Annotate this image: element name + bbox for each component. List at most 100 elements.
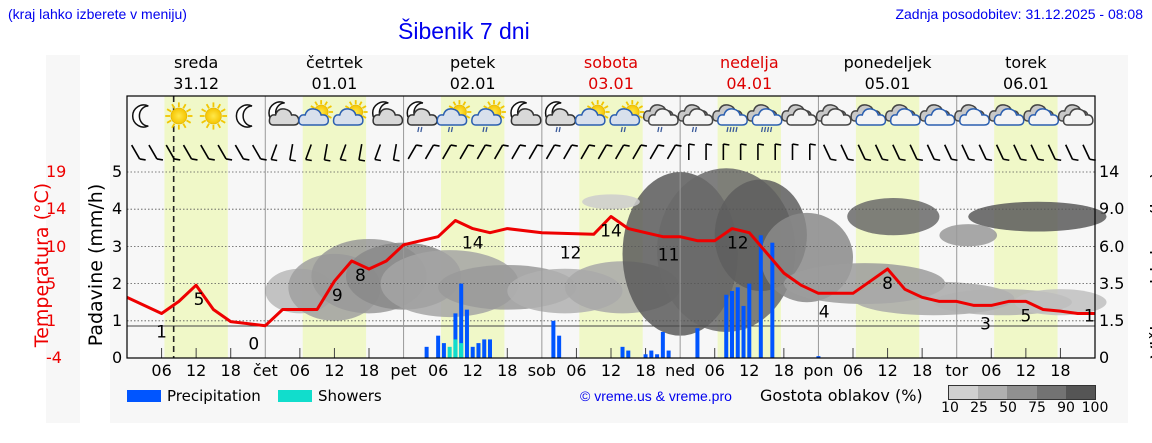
cloud-rain-icon [677, 104, 714, 133]
svg-text:4: 4 [819, 302, 830, 322]
x-tick-label: pon [803, 361, 834, 380]
x-tick-label: 12 [739, 361, 760, 380]
cloud-scale-value: 100 [1081, 400, 1109, 416]
x-tick-label: 18 [358, 361, 380, 380]
temp-tick-label: 10 [46, 237, 67, 256]
precip-tick-label: 5 [112, 162, 123, 181]
x-tick-label: 18 [220, 361, 241, 380]
svg-text:9: 9 [332, 286, 343, 306]
cloud-density-layer [265, 168, 1107, 336]
cloud-icon [988, 104, 1025, 126]
day-date: 01.01 [311, 74, 358, 93]
x-tick-label: čet [252, 361, 278, 380]
day-header: sreda 31.12 [136, 52, 256, 94]
svg-text:14: 14 [462, 234, 484, 254]
day-date: 06.01 [1002, 74, 1049, 93]
cloud-height-tick-label: 0 [1099, 348, 1110, 367]
precipitation-bars [424, 235, 821, 358]
day-name: ponedeljek [843, 53, 932, 72]
sun-cloud-rain-icon [436, 100, 472, 133]
last-update: Zadnja posodobitev: 31.12.2025 - 08:08 [895, 6, 1143, 22]
moon-cloud-icon [371, 101, 404, 126]
temp-tick-label: 1 [46, 311, 57, 330]
precip-tick-label: 4 [112, 199, 123, 218]
cloud-scale-value: 90 [1057, 400, 1075, 416]
cloud-height-tick-label: 1.5 [1099, 311, 1125, 330]
grid-lines [127, 96, 1095, 358]
day-name: sobota [583, 53, 639, 72]
moon-icon [131, 104, 149, 128]
cloud-rain-heavy-icon [746, 104, 783, 133]
precip-tick-label: 3 [112, 237, 123, 256]
day-header: nedelja 04.01 [689, 52, 809, 94]
cloud-scale-value: 25 [970, 400, 988, 416]
svg-text:8: 8 [355, 266, 366, 286]
svg-text:3: 3 [980, 314, 991, 334]
day-date: 02.01 [449, 74, 496, 93]
day-header: petek 02.01 [413, 52, 533, 94]
precip-tick-label: 0 [112, 348, 123, 367]
sun-cloud-icon [298, 100, 334, 126]
moon-cloud-rain-icon [544, 101, 577, 133]
sun-cloud-icon [574, 100, 610, 126]
x-tick-label: ned [665, 361, 696, 380]
moon-icon [235, 104, 253, 128]
x-tick-label: 06 [151, 361, 172, 380]
precipitation-legend-label: Precipitation [167, 387, 261, 405]
day-date: 31.12 [173, 74, 220, 93]
cloud-height-tick-label: 3.5 [1099, 274, 1125, 293]
page-title: Šibenik 7 dni [398, 18, 530, 44]
temp-tick-label: -4 [46, 348, 62, 367]
sun-icon [199, 102, 228, 130]
day-date: 04.01 [726, 74, 773, 93]
cloud-scale-value: 75 [1028, 400, 1046, 416]
cloud-icon [850, 104, 887, 126]
sun-icon [165, 102, 193, 130]
cloud-scale-value: 10 [941, 400, 959, 416]
x-tick-label: 12 [462, 361, 483, 380]
weather-icons-row [131, 100, 1094, 133]
day-header: torek 06.01 [966, 52, 1086, 94]
cloud-rain-icon [642, 104, 679, 133]
cloud-icon [1057, 104, 1094, 126]
cloud-height-tick-label: 9.0 [1099, 199, 1125, 218]
x-tick-label: 18 [497, 361, 518, 380]
precip-tick-label: 1 [112, 311, 123, 330]
precipitation-swatch [127, 390, 161, 402]
day-header: četrtek 01.01 [274, 52, 394, 94]
x-tick-label: 12 [600, 361, 622, 380]
sun-cloud-rain-icon [471, 100, 506, 133]
x-tick-label: 06 [842, 361, 864, 380]
x-tick-label: 06 [704, 361, 725, 380]
x-tick-label: 12 [877, 361, 898, 380]
x-tick-label: 06 [981, 361, 1002, 380]
showers-swatch [278, 390, 312, 402]
showers-legend-label: Showers [318, 387, 382, 405]
cloud-icon [1023, 104, 1060, 126]
x-tick-label: 18 [635, 361, 656, 380]
moon-cloud-icon [510, 101, 542, 126]
cloud-icon [781, 104, 818, 126]
svg-text:5: 5 [1020, 306, 1031, 326]
x-tick-label: sob [527, 361, 556, 380]
day-name: nedelja [719, 53, 779, 72]
x-tick-label: 12 [185, 361, 207, 380]
day-header: ponedeljek 05.01 [828, 52, 948, 94]
cloud-icon [954, 104, 990, 126]
day-name: sreda [173, 53, 219, 72]
svg-text:8: 8 [882, 274, 893, 294]
cloud-rain-heavy-icon [712, 104, 748, 133]
temp-tick-label: 14 [46, 199, 67, 218]
moon-cloud-rain-icon [406, 101, 438, 133]
cloud-scale-value: 50 [999, 400, 1017, 416]
temp-axis-panel [46, 55, 80, 423]
x-tick-label: 18 [773, 361, 795, 380]
moon-cloud-icon [268, 101, 300, 126]
svg-text:0: 0 [248, 335, 259, 355]
location-hint[interactable]: (kraj lahko izberete v meniju) [8, 6, 187, 22]
x-tick-label: 12 [1015, 361, 1037, 380]
cloud-icon [815, 104, 852, 126]
copyright-link[interactable]: © vreme.us & vreme.pro [580, 388, 732, 404]
